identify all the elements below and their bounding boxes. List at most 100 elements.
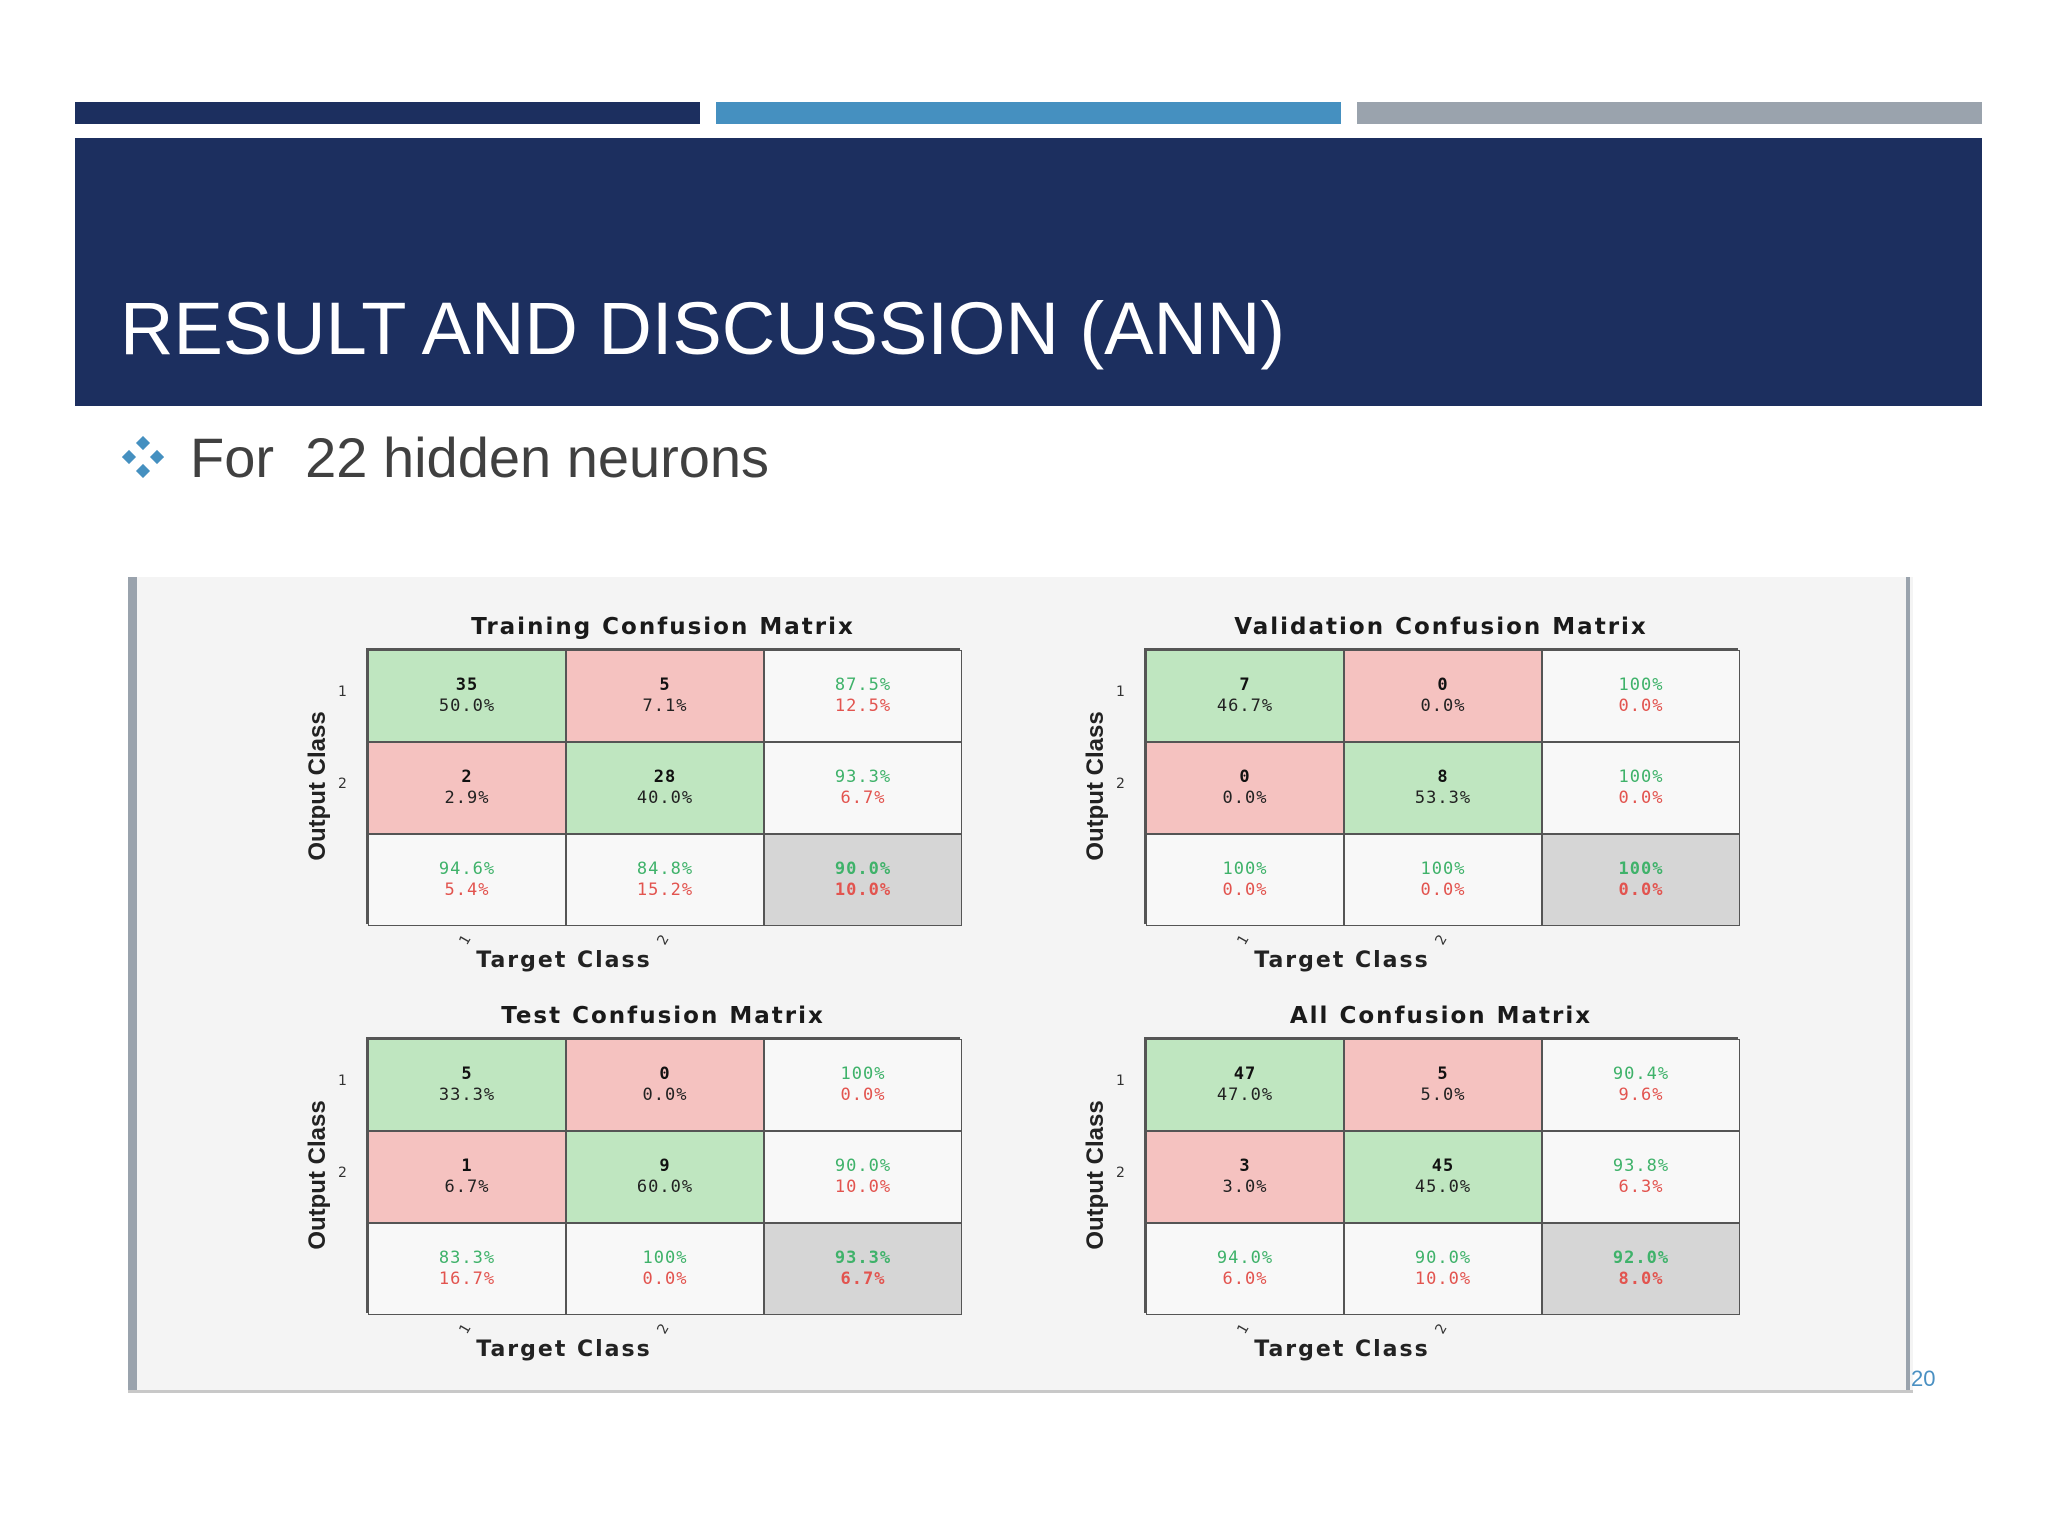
cell-error: 6.7% <box>840 1269 886 1289</box>
cell-error: 12.5% <box>834 696 892 716</box>
cell-accuracy: 100% <box>1618 859 1664 879</box>
matrix-cell: 45 45.0% <box>1344 1131 1542 1223</box>
matrix-cell: 90.0% 10.0% <box>764 1131 962 1223</box>
cell-accuracy: 94.0% <box>1216 1248 1274 1268</box>
figure-frame-bottom <box>128 1390 1913 1393</box>
cell-error: 0.0% <box>1618 788 1664 808</box>
y-axis-label: Output Class <box>304 1100 331 1250</box>
matrix-cell: 100% 0.0% <box>1542 834 1740 926</box>
bullet-text: For 22 hidden neurons <box>190 425 770 489</box>
matrix-cell: 83.3% 16.7% <box>368 1223 566 1315</box>
cell-error: 0.0% <box>840 1085 886 1105</box>
header-accent-bar-blue <box>716 102 1341 124</box>
cell-accuracy: 93.3% <box>834 767 892 787</box>
y-axis-label: Output Class <box>304 711 331 861</box>
cell-error: 6.0% <box>1222 1269 1268 1289</box>
cell-percent: 0.0% <box>1420 696 1466 716</box>
cell-error: 9.6% <box>1618 1085 1664 1105</box>
column-tick-label: 1 <box>1234 1321 1253 1337</box>
row-tick-label: 1 <box>338 684 347 700</box>
cell-accuracy: 90.0% <box>834 859 892 879</box>
cell-percent: 45.0% <box>1414 1177 1472 1197</box>
row-tick-label: 2 <box>1116 776 1125 792</box>
matrix-title: All Confusion Matrix <box>1289 1003 1593 1029</box>
cell-accuracy: 92.0% <box>1612 1248 1670 1268</box>
cell-accuracy: 87.5% <box>834 675 892 695</box>
cell-percent: 0.0% <box>642 1085 688 1105</box>
cell-accuracy: 100% <box>642 1248 688 1268</box>
matrix-cell: 90.0% 10.0% <box>1344 1223 1542 1315</box>
cell-count: 3 <box>1239 1156 1251 1176</box>
cell-accuracy: 84.8% <box>636 859 694 879</box>
matrix-cell: 100% 0.0% <box>1542 650 1740 742</box>
cell-error: 5.4% <box>444 880 490 900</box>
cell-error: 0.0% <box>642 1269 688 1289</box>
matrix-cell: 94.0% 6.0% <box>1146 1223 1344 1315</box>
cell-error: 10.0% <box>834 1177 892 1197</box>
matrix-grid: 35 50.0% 5 7.1% 87.5% 12.5% 2 2.9% 28 40.0% 93.3% 6… <box>366 648 962 926</box>
matrix-grid: 5 33.3% 0 0.0% 100% 0.0% 1 6.7% 9 60.0% 90.0% 10.0%… <box>366 1037 962 1315</box>
cell-count: 47 <box>1233 1064 1257 1084</box>
cell-accuracy: 100% <box>1618 767 1664 787</box>
row-tick-label: 1 <box>1116 684 1125 700</box>
slide-title: RESULT AND DISCUSSION (ANN) <box>120 287 1285 370</box>
cell-percent: 5.0% <box>1420 1085 1466 1105</box>
cell-count: 5 <box>461 1064 473 1084</box>
cell-count: 0 <box>659 1064 671 1084</box>
matrix-cell: 90.4% 9.6% <box>1542 1039 1740 1131</box>
cell-percent: 53.3% <box>1414 788 1472 808</box>
y-axis-label: Output Class <box>1082 1100 1109 1250</box>
column-tick-label: 2 <box>1432 932 1451 948</box>
cell-error: 16.7% <box>438 1269 496 1289</box>
cell-count: 28 <box>653 767 677 787</box>
matrix-cell: 100% 0.0% <box>566 1223 764 1315</box>
cell-accuracy: 83.3% <box>438 1248 496 1268</box>
column-tick-label: 1 <box>1234 932 1253 948</box>
cell-count: 5 <box>1437 1064 1449 1084</box>
cell-error: 6.7% <box>840 788 886 808</box>
header-accent-bar-gray <box>1357 102 1982 124</box>
page-number: 20 <box>1911 1366 1936 1391</box>
cell-error: 0.0% <box>1618 696 1664 716</box>
matrix-cell: 93.3% 6.7% <box>764 1223 962 1315</box>
matrix-cell: 94.6% 5.4% <box>368 834 566 926</box>
cell-percent: 6.7% <box>444 1177 490 1197</box>
x-axis-label: Target Class <box>1254 1337 1430 1362</box>
cell-percent: 47.0% <box>1216 1085 1274 1105</box>
title-band: RESULT AND DISCUSSION (ANN) <box>75 138 1982 406</box>
cell-count: 9 <box>659 1156 671 1176</box>
header-accent-bar-dark <box>75 102 700 124</box>
matrix-cell: 3 3.0% <box>1146 1131 1344 1223</box>
row-tick-label: 2 <box>338 776 347 792</box>
matrix-title: Test Confusion Matrix <box>501 1003 825 1029</box>
matrix-grid: 47 47.0% 5 5.0% 90.4% 9.6% 3 3.0% 45 45.0% 93.8% 6.… <box>1144 1037 1740 1315</box>
matrix-cell: 0 0.0% <box>566 1039 764 1131</box>
matrix-cell: 93.8% 6.3% <box>1542 1131 1740 1223</box>
row-tick-label: 1 <box>338 1073 347 1089</box>
column-tick-label: 2 <box>654 1321 673 1337</box>
cell-accuracy: 90.0% <box>1414 1248 1472 1268</box>
cell-accuracy: 100% <box>840 1064 886 1084</box>
bullet-item: For 22 hidden neurons <box>122 422 769 492</box>
column-tick-label: 1 <box>456 932 475 948</box>
cell-count: 8 <box>1437 767 1449 787</box>
matrix-cell: 0 0.0% <box>1344 650 1542 742</box>
matrix-cell: 100% 0.0% <box>764 1039 962 1131</box>
matrix-cell: 5 33.3% <box>368 1039 566 1131</box>
matrix-cell: 87.5% 12.5% <box>764 650 962 742</box>
cell-count: 2 <box>461 767 473 787</box>
row-tick-label: 2 <box>338 1165 347 1181</box>
matrix-title: Training Confusion Matrix <box>471 614 855 640</box>
cell-error: 8.0% <box>1618 1269 1664 1289</box>
matrix-cell: 100% 0.0% <box>1146 834 1344 926</box>
row-tick-label: 2 <box>1116 1165 1125 1181</box>
matrix-cell: 28 40.0% <box>566 742 764 834</box>
matrix-cell: 1 6.7% <box>368 1131 566 1223</box>
matrix-cell: 90.0% 10.0% <box>764 834 962 926</box>
matrix-cell: 7 46.7% <box>1146 650 1344 742</box>
matrix-cell: 2 2.9% <box>368 742 566 834</box>
matrix-grid: 7 46.7% 0 0.0% 100% 0.0% 0 0.0% 8 53.3% 100% 0.0% 10… <box>1144 648 1740 926</box>
cell-percent: 33.3% <box>438 1085 496 1105</box>
cell-error: 15.2% <box>636 880 694 900</box>
cell-percent: 7.1% <box>642 696 688 716</box>
